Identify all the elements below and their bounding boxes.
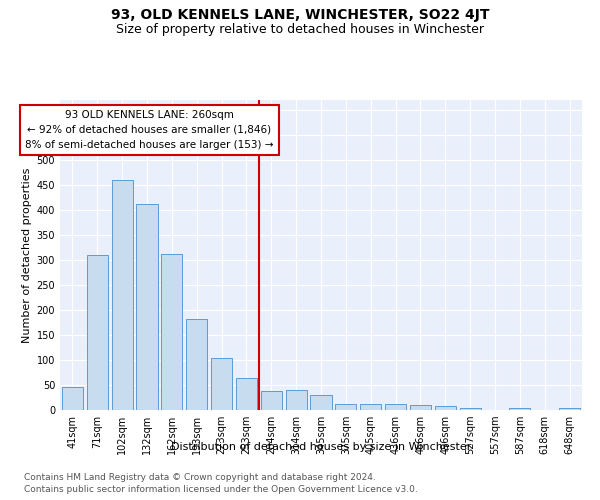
Bar — [385, 404, 406, 410]
Text: Contains public sector information licensed under the Open Government Licence v3: Contains public sector information licen… — [24, 485, 418, 494]
Bar — [62, 386, 83, 410]
Bar — [435, 406, 456, 410]
Bar — [460, 408, 481, 410]
Bar — [112, 180, 133, 410]
Bar — [360, 404, 381, 410]
Text: Distribution of detached houses by size in Winchester: Distribution of detached houses by size … — [171, 442, 471, 452]
Text: Size of property relative to detached houses in Winchester: Size of property relative to detached ho… — [116, 22, 484, 36]
Text: 93 OLD KENNELS LANE: 260sqm
← 92% of detached houses are smaller (1,846)
8% of s: 93 OLD KENNELS LANE: 260sqm ← 92% of det… — [25, 110, 274, 150]
Bar — [136, 204, 158, 410]
Bar — [335, 404, 356, 410]
Bar — [161, 254, 182, 410]
Bar — [410, 404, 431, 410]
Y-axis label: Number of detached properties: Number of detached properties — [22, 168, 32, 342]
Bar — [310, 395, 332, 410]
Text: 93, OLD KENNELS LANE, WINCHESTER, SO22 4JT: 93, OLD KENNELS LANE, WINCHESTER, SO22 4… — [111, 8, 489, 22]
Bar — [286, 390, 307, 410]
Bar — [236, 378, 257, 410]
Bar — [261, 390, 282, 410]
Bar — [509, 408, 530, 410]
Text: Contains HM Land Registry data © Crown copyright and database right 2024.: Contains HM Land Registry data © Crown c… — [24, 472, 376, 482]
Bar — [186, 318, 207, 410]
Bar — [87, 254, 108, 410]
Bar — [211, 358, 232, 410]
Bar — [559, 408, 580, 410]
